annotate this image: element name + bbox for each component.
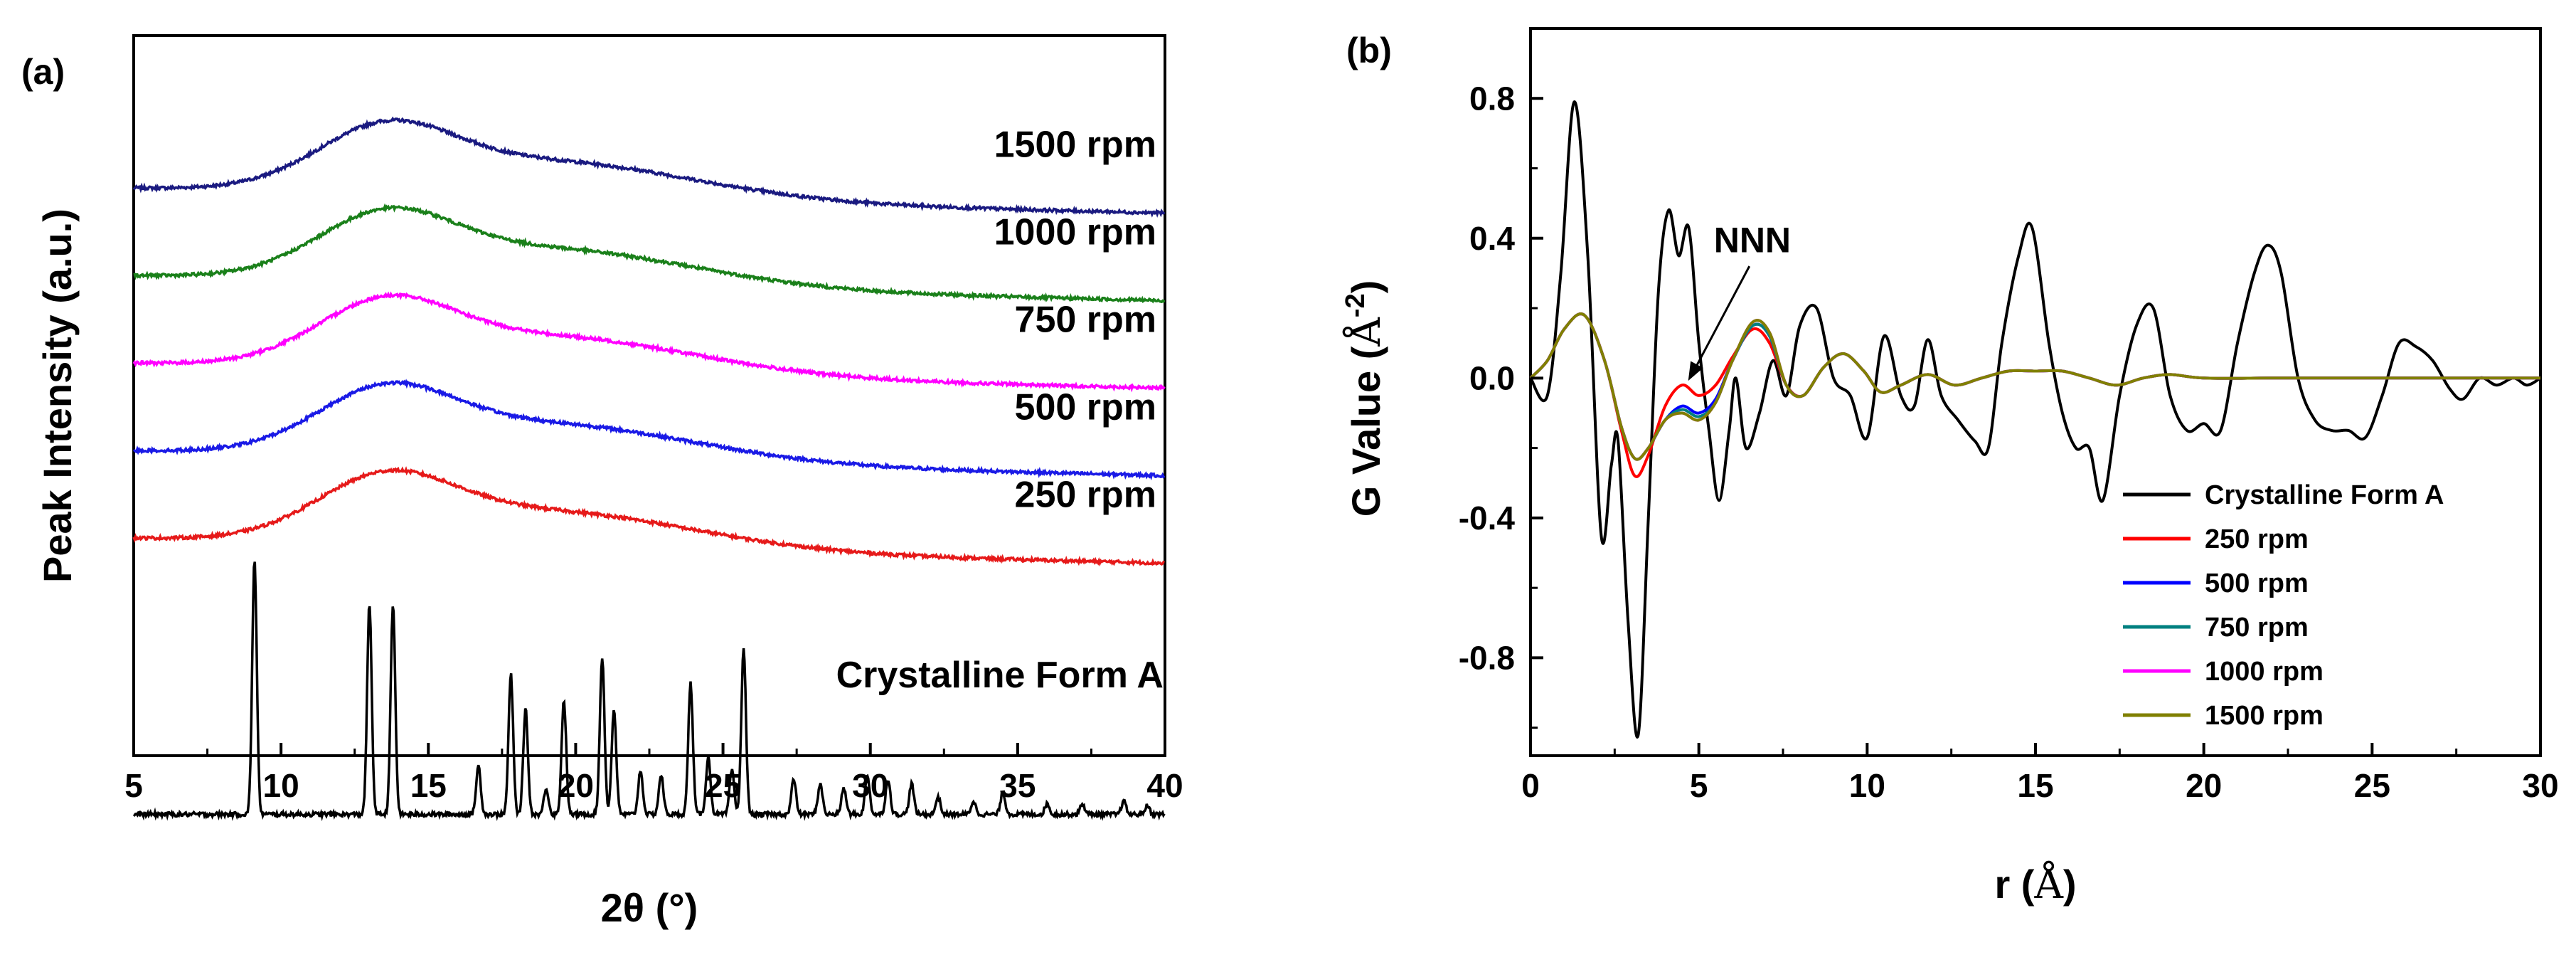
panel-b-annotation: NNN — [1688, 220, 1791, 381]
pdf-x-tick-label: 15 — [2017, 767, 2053, 804]
pdf-x-tick-label: 30 — [2522, 767, 2558, 804]
xrd-line-250-rpm — [132, 466, 1165, 567]
xrd-x-tick-label: 30 — [852, 767, 888, 804]
xrd-line-1000-rpm — [133, 203, 1166, 304]
pdf-line-1500-rpm — [1529, 312, 2540, 461]
pdf-x-tick-label: 20 — [2186, 767, 2222, 804]
xrd-x-tick-label: 5 — [124, 767, 143, 804]
panel-a-y-axis-title: Peak Intensity (a.u.) — [35, 208, 80, 583]
legend-label-500-rpm: 500 rpm — [2205, 569, 2309, 598]
panel-a-xrd-chart: (a) 1500 rpm 1000 rpm 750 rpm 500 rpm 250 rp… — [21, 34, 1183, 930]
pdf-y-tick-label: 0.4 — [1469, 220, 1515, 257]
pdf-line-750-rpm — [1529, 312, 2540, 461]
legend-label-crystalline-form-a: Crystalline Form A — [2205, 480, 2444, 510]
pdf-line-1000-rpm — [1529, 312, 2540, 461]
pdf-line-500-rpm — [1529, 312, 2540, 461]
xrd-line-crystalline-form-a — [132, 561, 1166, 822]
xrd-line-500-rpm — [133, 379, 1166, 481]
panel-a-x-ticks: 5 10 15 20 25 30 35 40 — [124, 743, 1183, 804]
pdf-y-tick-label: -0.8 — [1459, 639, 1515, 676]
pdf-line-crystalline-form-a — [1529, 100, 2542, 739]
panel-b-y-axis-title-exp: -2 — [1341, 293, 1371, 317]
panel-b-y-axis-title-unit: Å — [1342, 317, 1390, 347]
xrd-label-750-rpm: 750 rpm — [1015, 300, 1156, 341]
xrd-line-750-rpm — [132, 291, 1166, 393]
nnn-annotation-text: NNN — [1714, 220, 1791, 260]
pdf-x-tick-label: 5 — [1690, 767, 1708, 804]
panel-b-series-group — [1529, 100, 2542, 739]
xrd-x-tick-label: 15 — [410, 767, 447, 804]
legend-label-1500-rpm: 1500 rpm — [2205, 701, 2324, 731]
nnn-arrowhead — [1688, 361, 1703, 381]
xrd-x-tick-label: 20 — [558, 767, 594, 804]
pdf-x-tick-label: 25 — [2354, 767, 2390, 804]
panel-b-legend: Crystalline Form A 250 rpm 500 rpm 750 rpm 1… — [2123, 480, 2444, 731]
xrd-x-tick-label: 10 — [263, 767, 299, 804]
xrd-x-tick-label: 25 — [705, 767, 741, 804]
panel-b-y-axis-title-main: G Value ( — [1343, 346, 1388, 517]
panel-b-y-ticks: -0.8 -0.4 0.0 0.4 0.8 — [1459, 80, 1543, 729]
panel-a-x-axis-title: 2θ (°) — [601, 885, 698, 930]
legend-label-750-rpm: 750 rpm — [2205, 613, 2309, 643]
panel-b-y-axis-title-close: ) — [1343, 280, 1388, 294]
panel-b-x-axis-title: r (Å) — [1994, 860, 2076, 908]
panel-b-x-ticks: 0 5 10 15 20 25 30 — [1521, 743, 2559, 804]
xrd-label-250-rpm: 250 rpm — [1015, 475, 1156, 516]
xrd-label-1500-rpm: 1500 rpm — [994, 125, 1156, 166]
legend-label-250-rpm: 250 rpm — [2205, 524, 2309, 554]
panel-b-label: (b) — [1346, 31, 1392, 70]
panel-b-x-axis-title-close: ) — [2063, 862, 2077, 907]
xrd-label-500-rpm: 500 rpm — [1015, 387, 1156, 428]
legend-label-1000-rpm: 1000 rpm — [2205, 657, 2324, 687]
panel-b-pdf-chart: (b) 0 5 10 15 20 25 30 -0.8 -0.4 0.0 0.4 0.8 NNN C… — [1341, 27, 2559, 908]
nnn-arrow-line — [1693, 265, 1751, 371]
pdf-y-tick-label: -0.4 — [1459, 500, 1516, 537]
xrd-line-1500-rpm — [132, 116, 1166, 218]
pdf-y-tick-label: 0.0 — [1469, 359, 1515, 396]
panel-a-label: (a) — [21, 52, 65, 92]
panel-b-y-axis-title: G Value (Å-2) — [1341, 280, 1390, 517]
xrd-label-crystalline-form-a: Crystalline Form A — [836, 655, 1164, 696]
panel-b-plot-frame — [1529, 27, 2542, 757]
xrd-x-tick-label: 40 — [1146, 767, 1183, 804]
pdf-x-tick-label: 0 — [1521, 767, 1540, 804]
panel-a-series-group — [132, 116, 1166, 822]
pdf-y-tick-label: 0.8 — [1469, 80, 1515, 117]
panel-a-series-labels: 1500 rpm 1000 rpm 750 rpm 500 rpm 250 rpm Cry… — [836, 125, 1164, 696]
panel-b-x-axis-title-unit: Å — [2033, 860, 2063, 908]
xrd-x-tick-label: 35 — [999, 767, 1036, 804]
panel-b-x-axis-title-main: r ( — [1994, 862, 2034, 907]
xrd-label-1000-rpm: 1000 rpm — [994, 212, 1156, 253]
pdf-line-250-rpm — [1529, 312, 2540, 478]
pdf-x-tick-label: 10 — [1849, 767, 1885, 804]
